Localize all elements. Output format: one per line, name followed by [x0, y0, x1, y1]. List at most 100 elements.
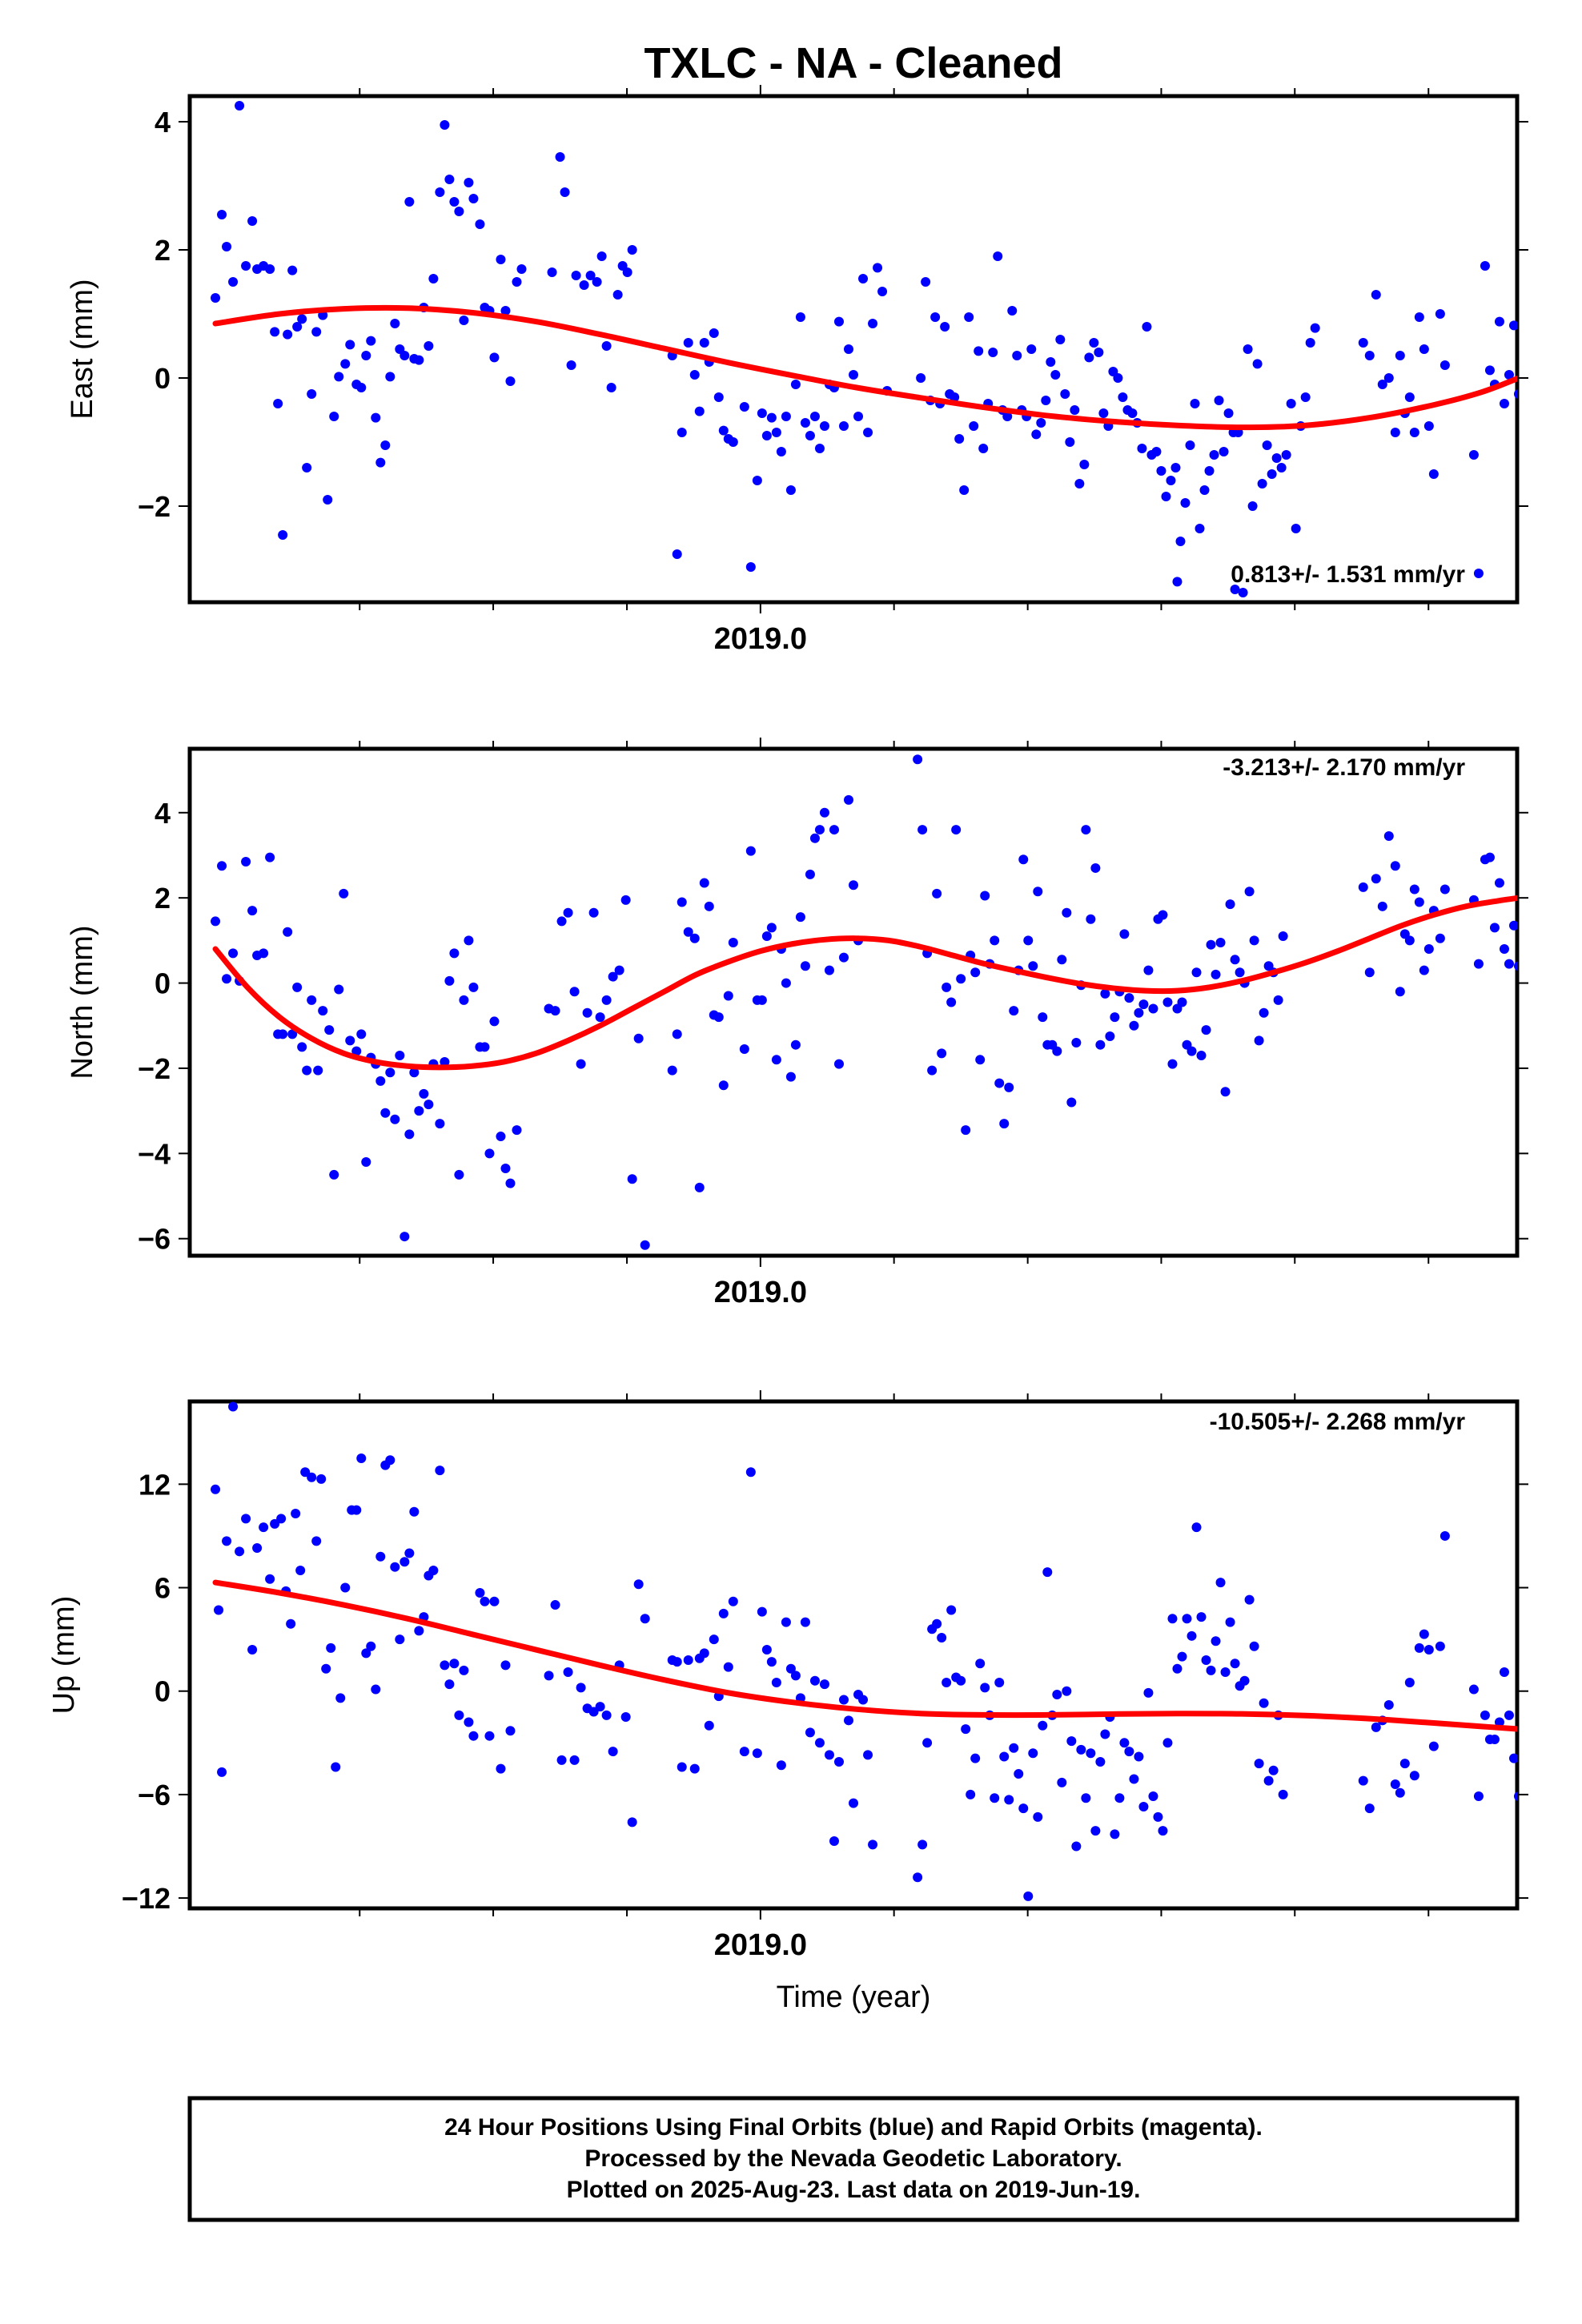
data-point: [329, 1169, 339, 1180]
data-point: [1414, 897, 1424, 907]
data-point: [990, 935, 1000, 946]
data-point: [1196, 1612, 1207, 1622]
data-point: [1508, 920, 1517, 931]
data-point: [1489, 923, 1500, 933]
data-point: [819, 421, 829, 431]
data-point: [620, 895, 631, 905]
y-tick-label: 4: [155, 106, 171, 139]
data-point: [1499, 399, 1509, 408]
data-point: [1395, 987, 1405, 997]
data-point: [440, 1056, 450, 1067]
data-point: [550, 1006, 560, 1016]
data-point: [1090, 862, 1101, 873]
data-point: [833, 1756, 844, 1767]
data-point: [571, 271, 581, 280]
data-point: [1186, 1046, 1197, 1056]
plot-frame: [187, 1399, 1520, 1911]
footer-line-2: Processed by the Nevada Geodetic Laborat…: [584, 2145, 1122, 2172]
data-point: [1435, 933, 1445, 943]
data-point: [932, 888, 942, 899]
data-point: [1480, 261, 1490, 271]
data-point: [672, 549, 682, 559]
data-point: [1137, 444, 1147, 453]
data-point: [366, 1641, 376, 1651]
data-point: [601, 995, 612, 1005]
data-point: [1028, 1748, 1038, 1759]
y-axis-label: East (mm): [66, 279, 99, 419]
data-point: [1143, 1687, 1154, 1698]
y-tick-label: −4: [138, 1137, 171, 1170]
data-point: [728, 1596, 738, 1606]
data-point: [307, 389, 317, 399]
data-point: [560, 187, 570, 197]
data-point: [999, 1751, 1010, 1762]
data-point: [1094, 348, 1104, 357]
data-point: [776, 1760, 786, 1771]
data-point: [608, 1747, 618, 1757]
data-point: [1170, 463, 1181, 472]
data-point: [622, 267, 632, 277]
data-point: [1249, 1641, 1259, 1651]
data-point: [1209, 450, 1219, 460]
data-point: [1273, 995, 1283, 1005]
data-point: [728, 938, 738, 948]
data-point: [228, 948, 239, 959]
data-point: [464, 935, 474, 946]
footer-line-1: 24 Hour Positions Using Final Orbits (bl…: [444, 2114, 1263, 2141]
data-point: [566, 360, 576, 370]
data-point: [489, 1596, 500, 1606]
data-point: [1211, 969, 1221, 979]
data-point: [1395, 351, 1405, 360]
data-point: [917, 1839, 928, 1850]
data-point: [606, 383, 616, 392]
data-point: [409, 1068, 420, 1078]
y-axis-label: Up (mm): [47, 1596, 81, 1715]
data-point: [1052, 1046, 1062, 1056]
data-point: [1230, 955, 1240, 965]
data-point: [1215, 938, 1226, 948]
data-point: [1033, 887, 1043, 897]
data-point: [1190, 399, 1200, 408]
data-point: [302, 463, 312, 472]
data-point: [677, 428, 687, 437]
data-point: [916, 373, 926, 383]
data-point: [1504, 1710, 1514, 1720]
y-tick-label: 2: [155, 882, 171, 915]
data-point: [1046, 357, 1056, 367]
data-point: [1423, 944, 1434, 955]
data-point: [335, 1693, 346, 1703]
data-point: [361, 351, 371, 360]
data-point: [745, 846, 756, 856]
data-point: [211, 1484, 221, 1494]
data-point: [805, 1727, 815, 1738]
data-point: [800, 961, 810, 971]
data-point: [1110, 1829, 1120, 1839]
data-point: [1223, 408, 1234, 418]
data-point: [302, 1065, 312, 1076]
data-point: [428, 274, 439, 283]
data-point: [395, 1634, 405, 1645]
data-point: [516, 264, 527, 274]
data-point: [633, 1033, 644, 1043]
data-point: [278, 1029, 288, 1039]
data-point: [1259, 1698, 1269, 1708]
data-point: [620, 1712, 631, 1723]
data-point: [1180, 498, 1191, 508]
data-point: [1257, 479, 1267, 489]
data-point: [500, 1660, 511, 1671]
data-point: [1195, 524, 1205, 533]
data-point: [585, 271, 596, 280]
data-point: [694, 406, 705, 416]
data-point: [1148, 1791, 1158, 1802]
data-point: [1002, 412, 1013, 421]
data-point: [500, 1163, 511, 1173]
data-point: [1119, 929, 1130, 939]
data-point: [1143, 965, 1154, 975]
data-point: [1018, 1803, 1029, 1814]
data-point: [1508, 1753, 1517, 1763]
data-point: [959, 485, 970, 495]
data-point: [222, 1536, 232, 1546]
data-point: [390, 1562, 400, 1572]
data-point: [1494, 878, 1504, 888]
data-point: [1166, 476, 1176, 485]
